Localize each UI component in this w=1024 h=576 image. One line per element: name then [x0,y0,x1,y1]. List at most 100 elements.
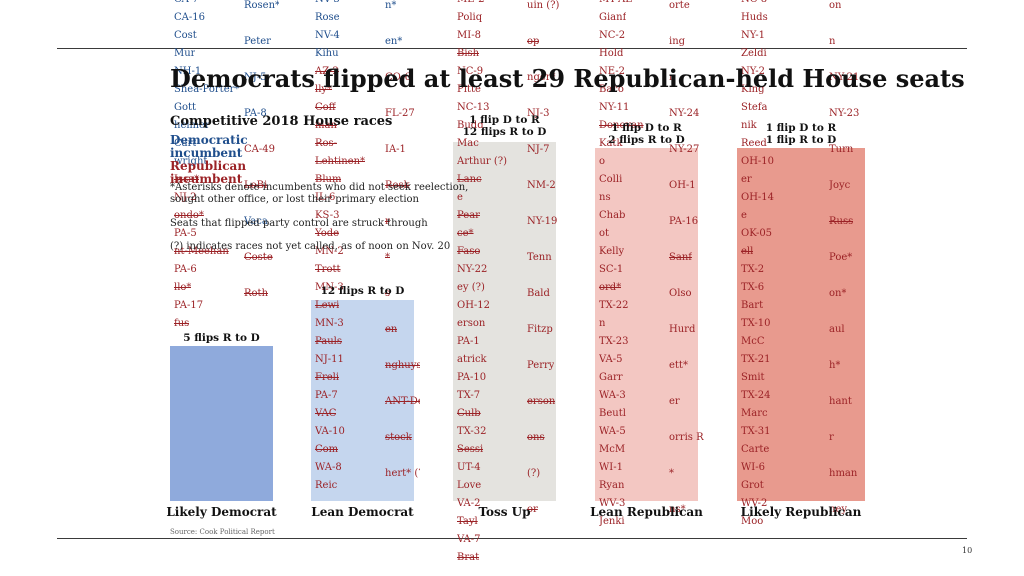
seat-label: MN-3 [315,318,344,329]
column-likely-republican: NC-8 Huds on NY-1 Zeldi n NY-2 King NY-21 Stefa ni… [737,0,865,527]
seat-label: ord* [599,282,622,293]
seat-label: Pitte [457,84,481,95]
seat-label: Rose [315,12,340,23]
seat-label: ondo* [174,210,204,221]
seat-label: VAC [315,408,337,419]
seat-label: op [527,36,540,47]
seat-label: ME-2 [457,0,484,6]
seat-label: TX-32 [457,426,487,437]
seat-label: WA-5 [599,426,626,437]
seat-label: Perry [527,360,555,371]
seat-label: Huds [741,12,768,23]
seat-label: on [829,0,842,11]
seat-label: Mac [457,138,479,149]
seat-label: orris Rodgers [669,432,704,443]
seat-label: TX-24 [741,390,771,401]
seat-label: NV-3 [315,0,340,6]
seat-label: Beutl [599,408,626,419]
seat-label: aul [829,324,845,335]
seat-label: ns* [669,504,686,515]
seat-label: Culb [457,408,481,419]
seat-label: Kelly [599,246,625,257]
seat-label: Shea-Porter* [174,84,240,95]
seat-label: e [741,210,747,221]
seat-label: NY-19 [527,216,558,227]
page-number: 10 [962,546,973,555]
seat-label: n [669,72,676,83]
note-uncalled: (?) indicates races not yet called, as o… [170,241,451,252]
seat-label: TX-2 [741,264,765,275]
seat-label: Moo [741,516,764,527]
seat-label: s [385,288,391,299]
note-struck: Seats that flipped party control are str… [170,218,428,229]
seat-label: CA-7 [174,0,199,6]
seat-label: NJ-11 [315,354,344,365]
seat-label: Russ [829,216,854,227]
seat-label: IA-1 [385,144,406,155]
seat-label: * [669,468,674,479]
seat-label: Freli [315,372,340,383]
seat-label: Pear [457,210,480,221]
seat-label: MN-2 [315,246,344,257]
seat-label: WV-2 [741,498,768,509]
seat-label: Coste [244,252,273,263]
seat-label: orte [669,0,690,11]
flip-count-label: 12 flips R to D [320,285,405,297]
seat-label: NC-2 [599,30,626,41]
seat-label: McC [741,336,765,347]
seat-label: PA-7 [315,390,338,401]
seat-label: Baco [599,84,624,95]
seat-label: UT-4 [457,462,481,473]
seat-label: Reic [315,480,338,491]
seat-label: n [599,318,606,329]
seat-label: MI-8 [457,30,481,41]
seat-label: TX-6 [741,282,765,293]
column-likely-democrat: CA-7 CA-16 Rosen* Cost Mur Peter NH-1 Shea-Port… [170,0,279,501]
seat-label: Yode [315,228,340,239]
column-lean-democrat: NV-3Rosen*NV-4Kihuen*AZ-2lly*CO-6Coffman… [311,0,420,501]
note-asterisk-cont: sought other office, or lost their prima… [170,194,419,205]
seat-label: n [829,36,836,47]
seat-label: NM-2 [527,180,556,191]
seat-label: OH-1 [669,180,696,191]
seat-label: TX-10 [741,318,771,329]
seat-label: TX-21 [741,354,771,365]
seat-label: OH-12 [457,300,491,311]
seat-label: ns [599,192,611,203]
seat-label: er [669,396,680,407]
seat-label: h* [829,360,841,371]
seat-label: Poliq [457,12,483,23]
seat-label: WA-8 [315,462,342,473]
seat-label: MN-3 [315,282,344,293]
seat-label: OH-10 [741,156,775,167]
note-asterisk: *Asterisks denote incumbents who did not… [170,182,469,193]
seat-label: Hold [599,48,624,59]
bottom-rule [57,538,967,539]
seat-label: Hurd [669,324,696,335]
seat-label: Tayl [457,516,478,527]
column-bar [453,142,556,501]
chart-subtitle: Competitive 2018 House races [170,114,393,129]
seat-label: NJ-3 [527,108,550,119]
seat-label: Sanf [669,252,692,263]
category-label: Toss Up [478,505,531,519]
seat-label: Love [457,480,482,491]
seat-label: Grot [741,480,764,491]
seat-label: Poe* [829,252,853,263]
top-rule [57,48,967,49]
category-label: Likely Democrat [166,505,277,519]
seat-label: r [385,216,390,227]
seat-label: ot [599,228,610,239]
seat-label: VA-10 [315,426,345,437]
seat-label: nghuysen* [385,360,420,371]
seat-label: Rosen* [244,0,279,11]
seat-label: King [741,84,765,95]
seat-label: Vaca [244,216,268,227]
flip-count-label: 5 flips R to D [183,332,260,344]
seat-label: nger* (?) [527,72,562,83]
column-bar [595,148,698,501]
seat-label: Joyc [829,180,851,191]
seat-label: NY-2 [741,66,765,77]
seat-label: NY-21 [829,72,860,83]
seat-label: Gianf [599,12,627,23]
